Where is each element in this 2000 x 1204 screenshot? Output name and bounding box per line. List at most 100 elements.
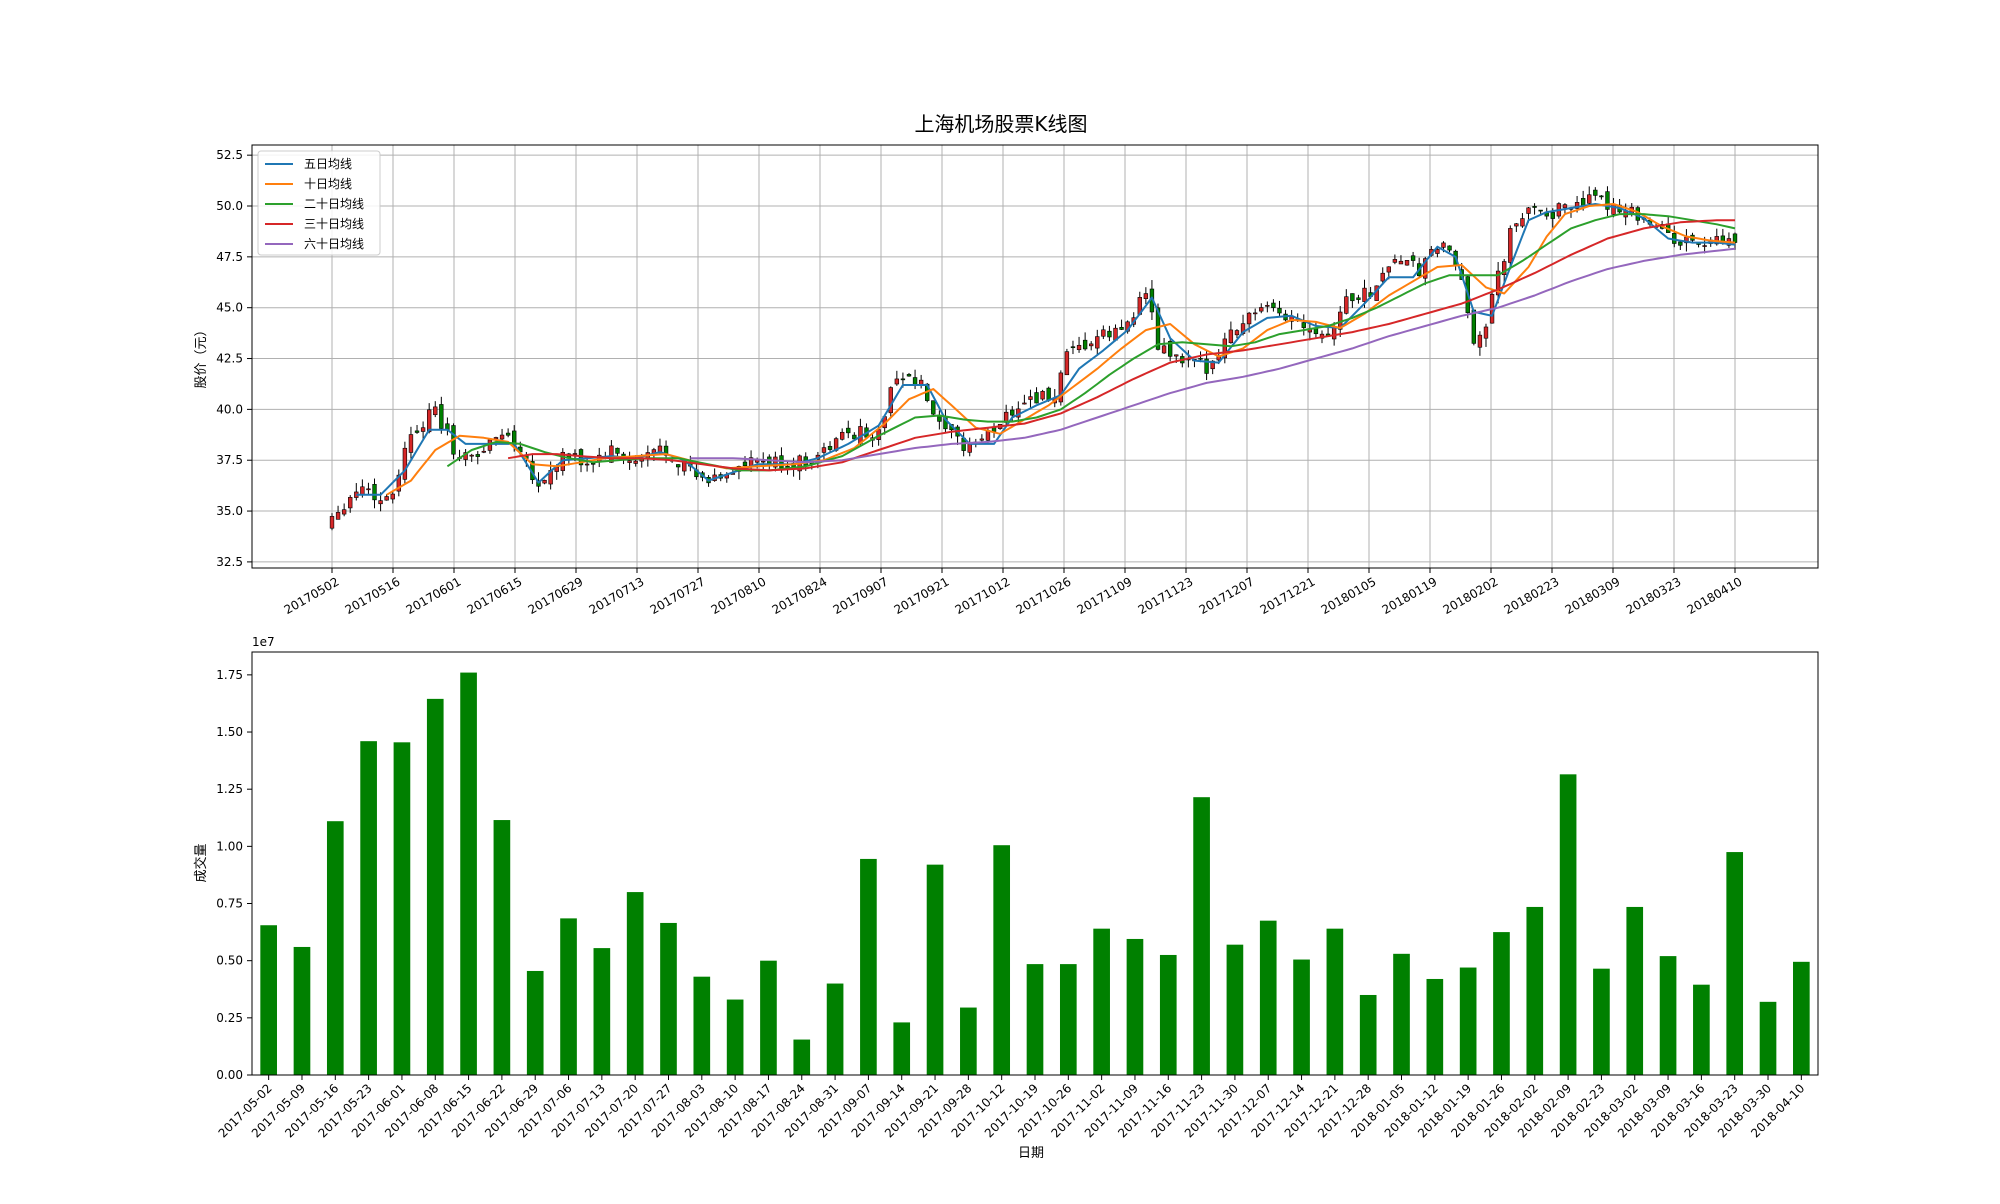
volume-bar — [826, 983, 844, 1075]
candle-body — [366, 488, 371, 491]
candle-body — [475, 454, 480, 457]
candle-body — [1095, 336, 1100, 349]
x-tick-label: 20171207 — [1197, 574, 1257, 617]
x-tick-label: 20171109 — [1075, 574, 1135, 617]
candle-body — [1265, 305, 1270, 307]
candle-body — [1143, 293, 1149, 299]
candle-body — [1423, 258, 1428, 279]
candle-body — [1222, 338, 1228, 359]
y-tick-label: 50.0 — [216, 199, 243, 213]
volume-bar — [1159, 954, 1177, 1075]
x-tick-label: 20170824 — [770, 574, 830, 617]
x-tick-label: 20180309 — [1563, 574, 1623, 617]
candle-body — [627, 460, 632, 463]
candle-body — [341, 509, 347, 515]
candle-body — [609, 445, 614, 463]
volume-bar — [1093, 928, 1110, 1075]
volume-bar — [1393, 953, 1410, 1075]
volume-bar — [1026, 964, 1044, 1075]
x-tick-label: 20171221 — [1258, 574, 1318, 617]
candle-body — [1471, 309, 1477, 344]
ma-line-六十日均线 — [690, 247, 1736, 464]
candle-body — [584, 463, 590, 466]
volume-bar — [1659, 956, 1677, 1075]
candle-body — [918, 379, 924, 385]
candle-body — [1246, 312, 1252, 325]
candle-body — [773, 456, 778, 468]
volume-y-label: 成交量 — [193, 843, 209, 882]
candle-body — [590, 462, 596, 465]
candle-body — [633, 460, 638, 464]
candle-body — [894, 378, 900, 385]
volume-bar — [593, 948, 611, 1075]
volume-bar — [1226, 944, 1244, 1075]
candle-body — [1350, 293, 1355, 302]
candle-body — [384, 496, 389, 501]
legend-frame — [257, 150, 381, 256]
candle-body — [408, 434, 414, 453]
volume-bar — [526, 970, 544, 1075]
candle-body — [1605, 191, 1610, 210]
volume-bar — [1293, 959, 1310, 1075]
candle-body — [1204, 358, 1209, 374]
volume-bar — [1626, 906, 1644, 1075]
volume-bar — [260, 925, 277, 1075]
candlestick-y-label: 股价（元） — [194, 323, 209, 388]
volume-bar — [293, 946, 311, 1075]
candle-body — [1198, 357, 1203, 360]
candle-body — [1040, 391, 1045, 400]
ma-line-三十日均线 — [507, 219, 1735, 472]
volume-bar — [326, 821, 344, 1075]
candle-body — [372, 484, 377, 501]
candle-body — [426, 409, 432, 433]
candle-body — [572, 453, 578, 455]
candle-body — [1022, 402, 1027, 405]
candle-body — [499, 434, 505, 440]
candle-body — [846, 427, 851, 434]
candle-body — [979, 438, 985, 441]
candle-body — [839, 431, 845, 440]
volume-bar — [993, 845, 1011, 1075]
x-tick-label: 20180410 — [1685, 574, 1745, 617]
x-tick-label: 20170629 — [526, 574, 586, 617]
candle-body — [1410, 255, 1416, 261]
candlestick-x-ticks: 20170502 20170516 20170601 20170615 20170629… — [282, 568, 1745, 617]
volume-y-ticks: 0.00 0.25 0.50 0.75 1.00 1.25 1.50 1.75 — [216, 668, 252, 1082]
x-tick-label: 20171123 — [1136, 574, 1196, 617]
candle-body — [1514, 223, 1519, 227]
candle-body — [1259, 307, 1264, 312]
candle-body — [906, 374, 912, 377]
candle-body — [420, 427, 426, 432]
candle-body — [439, 404, 444, 429]
candle-body — [1161, 345, 1167, 354]
volume-bar — [926, 864, 944, 1075]
candle-body — [1253, 312, 1258, 315]
volume-y-tick-label: 1.75 — [216, 668, 243, 682]
volume-bar — [393, 742, 411, 1075]
ma-line-二十日均线 — [446, 213, 1736, 472]
volume-bar — [1726, 852, 1744, 1075]
candle-body — [1508, 228, 1513, 263]
ma-line-五日均线 — [356, 203, 1736, 496]
candle-body — [1574, 202, 1580, 209]
volume-bar — [1593, 968, 1610, 1075]
y-tick-label: 40.0 — [216, 402, 243, 416]
y-tick-label: 35.0 — [216, 504, 243, 518]
candle-body — [912, 377, 918, 385]
x-tick-label: 20170727 — [648, 574, 708, 617]
candle-body — [378, 500, 383, 505]
legend-label-ma20: 二十日均线 — [304, 197, 364, 211]
candle-body — [402, 447, 408, 480]
candle-body — [1107, 330, 1112, 338]
y-tick-label: 52.5 — [216, 148, 243, 162]
volume-bars — [260, 672, 1810, 1075]
candle-body — [1070, 346, 1076, 349]
candle-body — [1587, 194, 1592, 204]
candle-body — [1089, 343, 1094, 347]
candle-body — [1477, 334, 1483, 348]
candle-body — [1538, 209, 1543, 212]
x-tick-label: 20180223 — [1502, 574, 1562, 617]
candle-body — [1174, 354, 1179, 357]
x-tick-label: 20180119 — [1380, 574, 1440, 617]
volume-bar — [1693, 984, 1710, 1075]
